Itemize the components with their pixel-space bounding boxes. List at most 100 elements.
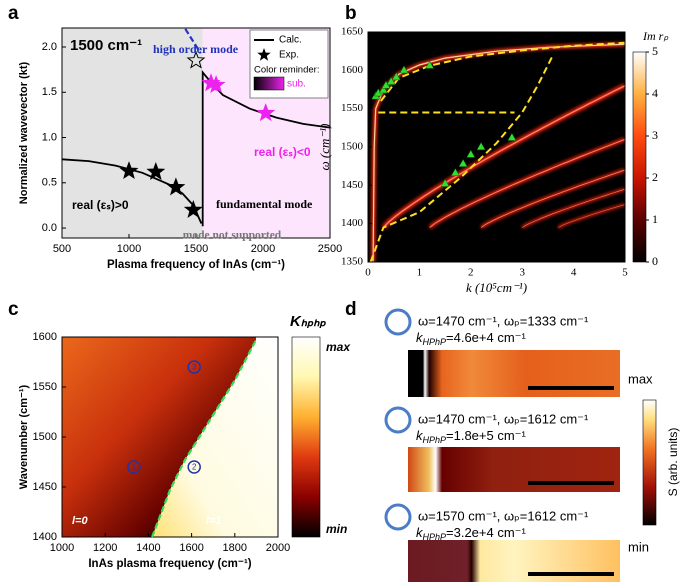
star-point — [183, 199, 203, 218]
mode-branch — [558, 204, 625, 228]
panel-label: d — [345, 299, 357, 320]
guide-line — [380, 41, 625, 102]
colorbar-max: max — [628, 371, 653, 386]
triangle-point — [440, 178, 450, 187]
triangle-point — [476, 141, 486, 150]
decorations — [62, 41, 625, 537]
colorbar-title: S (arb. units) — [666, 428, 680, 497]
heatmap-bg — [368, 32, 625, 262]
panel-label: c — [8, 299, 19, 320]
series-line — [61, 69, 331, 227]
x-tick-label: 1000 — [117, 243, 141, 255]
k-subscript: HPhP — [423, 337, 447, 347]
colorbar-tick-label: 2 — [652, 170, 658, 184]
star-point — [119, 161, 139, 180]
badge — [384, 406, 412, 434]
legend-label: Exp. — [279, 50, 299, 61]
triangle-point — [391, 72, 401, 81]
y-tick-label: 1650 — [341, 26, 364, 38]
item-line2: kHPhP=4.6e+4 cm⁻¹ — [416, 330, 527, 347]
y-tick-label: 1500 — [33, 431, 57, 443]
annotation: l=0 — [72, 515, 88, 527]
legend-swatch-label: sub. — [287, 79, 306, 90]
item-line1: ω=1470 cm⁻¹, ωₚ=1333 cm⁻¹ — [418, 313, 589, 328]
circle-point — [187, 360, 201, 374]
annotation: l=1 — [206, 515, 222, 527]
annotation: real (εₛ)<0 — [254, 145, 311, 159]
triangle-point — [378, 85, 388, 94]
legend-label: Calc. — [279, 35, 302, 46]
colorbar — [642, 399, 657, 526]
legend-note: Color reminder: — [254, 65, 319, 76]
y-tick-label: 1400 — [341, 217, 364, 229]
x-tick-label: 0 — [365, 267, 371, 279]
star-point — [206, 75, 226, 94]
y-tick-label: 1600 — [33, 331, 57, 343]
y-tick-label: 1550 — [341, 102, 364, 114]
y-tick-label: 1550 — [33, 381, 57, 393]
x-axis-label: k (10⁵cm⁻¹) — [466, 280, 527, 295]
x-axis-label: Plasma frequency of InAs (cm⁻¹) — [107, 259, 285, 271]
k-symbol: k — [416, 330, 424, 345]
y-tick-label: 1400 — [33, 531, 57, 543]
y-tick-label: 1.0 — [42, 131, 57, 143]
colorbar-tick-label: 5 — [652, 44, 658, 58]
item-line1: ω=1470 cm⁻¹, ωₚ=1612 cm⁻¹ — [418, 411, 589, 426]
y-tick-label: 1.5 — [42, 86, 57, 98]
y-axis-label: Wavenumber (cm⁻¹) — [18, 384, 30, 489]
scale-bar — [528, 572, 614, 576]
scale-bar — [528, 386, 614, 390]
x-tick-label: 1 — [417, 267, 423, 279]
colorbar-min: min — [628, 539, 649, 554]
panel-label: a — [8, 3, 19, 24]
y-axis-label: Normalized wavevector (kt) — [18, 61, 30, 204]
x-tick-label: 500 — [53, 243, 71, 255]
colorbar — [632, 51, 647, 263]
mode-branch — [522, 188, 625, 228]
triangle-point — [386, 76, 396, 85]
y-tick-label: 1450 — [341, 179, 364, 191]
guide-line — [369, 54, 554, 262]
x-tick-label: 1600 — [179, 542, 203, 554]
annotation: fundamental mode — [216, 197, 313, 211]
legend-star — [257, 48, 271, 61]
star-point — [186, 50, 206, 69]
colorbar-tick-label: 3 — [652, 128, 658, 142]
item-line2: kHPhP=3.2e+4 cm⁻¹ — [416, 525, 527, 542]
triangle-point — [507, 132, 517, 141]
annotation: real (εₛ)>0 — [72, 198, 129, 212]
circle-point — [187, 460, 201, 474]
k-value: =1.8e+5 cm⁻¹ — [446, 428, 527, 443]
star-point — [166, 177, 186, 196]
mode-branch — [382, 85, 625, 228]
near-field-images — [384, 308, 657, 582]
k-value: =3.2e+4 cm⁻¹ — [446, 525, 527, 540]
x-axis-label: InAs plasma frequency (cm⁻¹) — [88, 558, 251, 570]
panel-label: b — [345, 3, 357, 24]
x-tick-label: 2000 — [251, 243, 275, 255]
x-tick-label: 2 — [468, 267, 474, 279]
colorbar-tick-label: 0 — [652, 254, 658, 268]
colorbar-tick-label: 4 — [652, 86, 658, 100]
series-line — [151, 339, 257, 538]
star-point — [256, 103, 276, 122]
k-value: =4.6e+4 cm⁻¹ — [446, 330, 527, 345]
point-label: 2 — [192, 463, 197, 472]
colorbar-max: max — [326, 340, 351, 354]
region-l1 — [152, 337, 278, 537]
x-tick-label: 5 — [622, 267, 628, 279]
region-l0 — [62, 337, 256, 537]
mode-branch — [429, 138, 625, 228]
y-tick-label: 1500 — [341, 141, 364, 153]
y-tick-label: 2.0 — [42, 41, 57, 53]
heatmap-features — [369, 41, 625, 262]
x-tick-label: 1200 — [93, 542, 117, 554]
annotation: mode not supported — [183, 230, 282, 242]
mode-branch — [480, 169, 625, 228]
y-tick-label: 1600 — [341, 64, 364, 76]
x-tick-label: 1000 — [50, 542, 74, 554]
k-subscript: HPhP — [423, 532, 447, 542]
star-point — [146, 161, 166, 180]
